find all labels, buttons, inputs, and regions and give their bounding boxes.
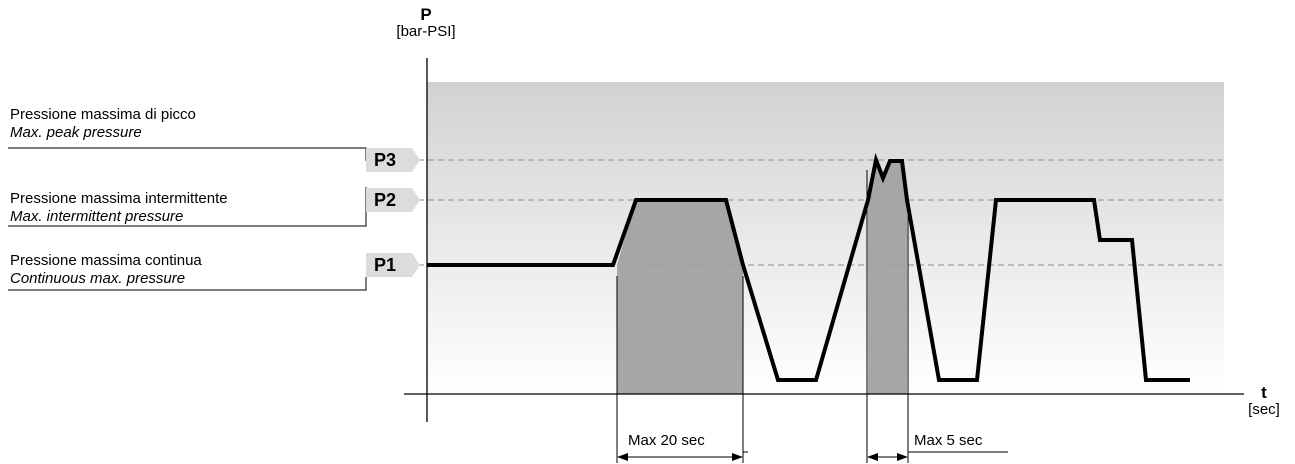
label-peak-pressure-en: Max. peak pressure [10, 124, 142, 141]
label-continuous-pressure-it: Pressione massima continua [10, 252, 202, 269]
p3-label-bracket [8, 147, 367, 161]
intermittent-area [617, 200, 743, 394]
label-continuous-pressure-en: Continuous max. pressure [10, 270, 186, 287]
tag-p1-shape [366, 253, 420, 277]
tag-p2-label: P2 [373, 190, 397, 210]
tag-p3-label: P3 [373, 150, 397, 170]
label-continuous-pressure: Pressione massima continua Continuous ma… [10, 252, 202, 288]
tag-p1: P1 [366, 253, 420, 277]
arrow-head-20s-left [617, 453, 628, 461]
duration-20s-label: Max 20 sec [628, 432, 705, 449]
tag-p1-label: P1 [373, 255, 397, 275]
pressure-curve [427, 152, 1190, 382]
tag-p3: P3 [366, 148, 420, 172]
y-axis-unit: [bar-PSI] [396, 23, 456, 40]
y-axis-symbol: P [420, 5, 432, 24]
label-intermittent-pressure: Pressione massima intermittente Max. int… [10, 190, 228, 226]
label-intermittent-pressure-en: Max. intermittent pressure [10, 208, 184, 225]
level-dashed-lines [398, 159, 1222, 266]
tag-p3-shape [366, 148, 420, 172]
arrow-head-5s-left [867, 453, 878, 461]
x-axis-label: t [sec] [1236, 384, 1292, 418]
tag-p2-shape [366, 188, 420, 212]
label-peak-pressure-en-row: Max. peak pressure [10, 124, 196, 142]
y-axis-label: P [bar-PSI] [386, 6, 466, 40]
arrow-head-20s-right [732, 453, 743, 461]
label-peak-pressure-it: Pressione massima di picco [10, 106, 196, 123]
label-intermittent-pressure-en-row: Max. intermittent pressure [10, 208, 228, 226]
arrow-heads [617, 453, 908, 461]
tag-p2: P2 [366, 188, 420, 212]
label-intermittent-pressure-it: Pressione massima intermittente [10, 190, 228, 207]
duration-markers [616, 170, 1008, 463]
x-axis-symbol: t [1261, 383, 1267, 402]
arrow-head-5s-right [897, 453, 908, 461]
label-continuous-pressure-en-row: Continuous max. pressure [10, 270, 202, 288]
x-axis-unit: [sec] [1248, 401, 1280, 418]
duration-5s-label: Max 5 sec [914, 432, 983, 449]
peak-area [868, 160, 907, 394]
label-peak-pressure: Pressione massima di picco Max. peak pre… [10, 106, 196, 142]
p1-label-bracket [8, 277, 367, 291]
